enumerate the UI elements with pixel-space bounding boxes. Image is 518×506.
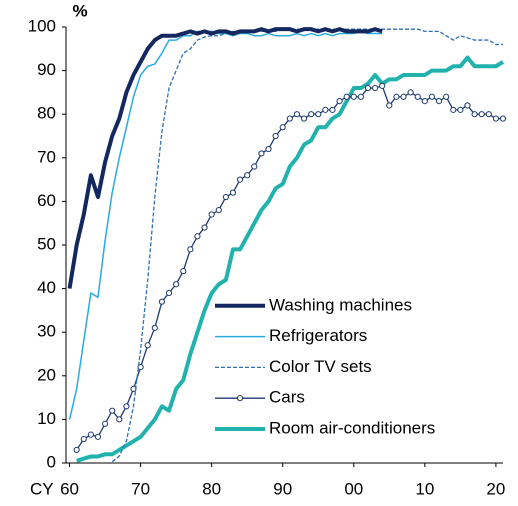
y-tick-label: 80 <box>37 104 56 123</box>
point <box>336 98 343 105</box>
point <box>443 93 450 100</box>
point <box>293 111 301 118</box>
point <box>492 115 499 122</box>
point <box>272 132 279 140</box>
point <box>229 189 237 196</box>
point <box>244 172 251 179</box>
y-tick-label: 30 <box>37 322 56 341</box>
x-tick-label: 70 <box>131 479 150 498</box>
point <box>471 111 478 118</box>
x-tick-label: 90 <box>273 479 292 498</box>
point <box>485 111 492 118</box>
point <box>421 98 428 105</box>
y-tick-label: 20 <box>37 365 56 384</box>
series-line <box>76 55 505 463</box>
legend-marker <box>236 395 244 402</box>
point <box>393 93 400 100</box>
point <box>251 163 258 170</box>
point <box>450 106 457 113</box>
point <box>364 84 372 92</box>
point <box>165 289 173 297</box>
point <box>414 93 421 100</box>
y-tick-label: 70 <box>37 147 56 166</box>
point <box>407 89 414 96</box>
point <box>73 446 80 454</box>
point <box>87 431 94 438</box>
series-line <box>111 28 503 463</box>
point <box>400 93 407 100</box>
point <box>329 106 336 113</box>
point <box>109 407 116 414</box>
x-tick-label: 80 <box>202 479 221 498</box>
point <box>173 281 180 288</box>
y-tick-label: 40 <box>37 278 56 297</box>
point <box>116 416 123 423</box>
point <box>322 106 329 113</box>
x-tick-label: 60 <box>60 479 79 498</box>
point <box>371 84 379 92</box>
point <box>215 207 222 214</box>
y-tick-label: 100 <box>28 16 56 35</box>
y-tick-label: 10 <box>37 409 56 428</box>
point <box>137 363 144 371</box>
point <box>279 124 286 131</box>
point <box>236 176 244 183</box>
point <box>265 145 272 153</box>
point <box>187 246 194 253</box>
point <box>123 403 130 410</box>
point <box>144 342 151 349</box>
y-axis-label: % <box>72 1 87 20</box>
point <box>308 111 315 118</box>
point <box>457 106 464 113</box>
point <box>101 420 109 427</box>
point <box>158 298 166 305</box>
x-tick-label: 10 <box>415 479 434 498</box>
x-tick-label: 20 <box>486 479 505 498</box>
point <box>180 268 187 275</box>
point <box>201 224 208 231</box>
point <box>222 193 229 201</box>
legend-label: Refrigerators <box>269 326 367 345</box>
point <box>379 82 386 89</box>
legend-label: Color TV sets <box>269 357 372 376</box>
point <box>315 111 322 118</box>
point <box>194 233 201 240</box>
legend-label: Room air-conditioners <box>269 418 435 437</box>
y-tick-label: 90 <box>37 60 56 79</box>
point <box>343 93 350 100</box>
point <box>464 102 471 109</box>
point <box>350 93 357 100</box>
point <box>435 98 443 105</box>
point <box>80 435 87 443</box>
point <box>386 102 393 109</box>
x-tick-label: 00 <box>344 479 363 498</box>
y-tick-label: 50 <box>37 234 56 253</box>
point <box>286 115 293 122</box>
y-tick-label: 60 <box>37 191 56 210</box>
series-line <box>67 27 383 289</box>
point <box>94 433 102 440</box>
point <box>258 150 265 157</box>
series-line <box>68 30 383 420</box>
point <box>428 93 436 100</box>
legend-label: Cars <box>269 388 305 407</box>
point <box>208 211 215 218</box>
y-tick-label: 0 <box>47 452 56 471</box>
point <box>151 324 158 331</box>
x-axis-label: CY <box>30 479 54 498</box>
legend-label: Washing machines <box>269 295 412 314</box>
point <box>499 115 507 122</box>
point <box>300 115 308 122</box>
point <box>478 111 485 118</box>
point <box>357 93 364 100</box>
